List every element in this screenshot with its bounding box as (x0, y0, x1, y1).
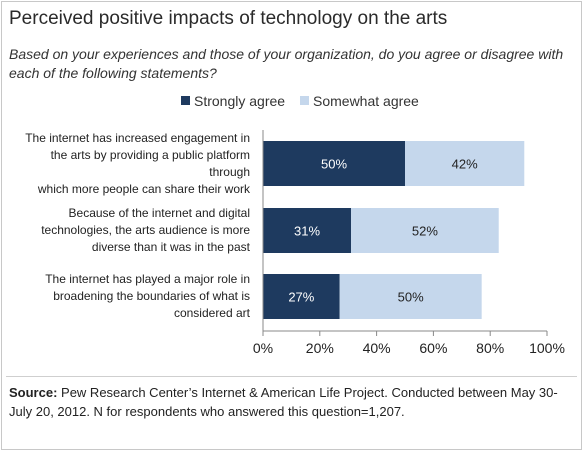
chart-title: Perceived positive impacts of technology… (9, 8, 448, 29)
x-tick-label: 0% (252, 340, 274, 356)
x-tick-label: 100% (529, 340, 565, 356)
category-label-line: diverse than it was in the past (91, 240, 250, 254)
category-label-line: The internet has played a major role in (45, 272, 250, 286)
source-text: Pew Research Center’s Internet & America… (9, 385, 558, 419)
category-label-line: The internet has increased engagement in (25, 130, 250, 145)
legend-swatch-somewhat-agree (300, 96, 309, 105)
x-tick-label: 60% (419, 340, 448, 356)
legend-item-strongly-agree: Strongly agree (181, 93, 285, 109)
category-label-line: broadening the boundaries of what is (53, 289, 250, 303)
legend-label-somewhat-agree: Somewhat agree (313, 93, 419, 109)
source-label: Source: (9, 385, 58, 400)
x-tick-label: 40% (362, 340, 391, 356)
legend-label-strongly-agree: Strongly agree (194, 93, 286, 109)
category-label-1: The internet has increased engagement in… (8, 130, 250, 198)
source-note: Source: Pew Research Center’s Internet &… (9, 383, 577, 421)
category-label-line: through (209, 164, 250, 179)
legend-item-somewhat-agree: Somewhat agree (300, 93, 419, 109)
category-label-line: technologies, the arts audience is more (41, 223, 250, 237)
category-label-line: the arts by providing a public platform (50, 147, 250, 162)
category-label-3: The internet has played a major role in b… (8, 271, 250, 322)
category-label-line: Because of the internet and digital (68, 206, 250, 220)
chart-subtitle: Based on your experiences and those of y… (9, 46, 564, 81)
category-label-line: considered art (173, 306, 250, 320)
category-label-2: Because of the internet and digital techn… (8, 205, 250, 256)
x-tick-label: 80% (476, 340, 505, 356)
source-divider (6, 376, 577, 377)
x-tick-label: 20% (305, 340, 334, 356)
category-label-line: which more people can share their work (37, 181, 250, 196)
legend-swatch-strongly-agree (181, 96, 190, 105)
